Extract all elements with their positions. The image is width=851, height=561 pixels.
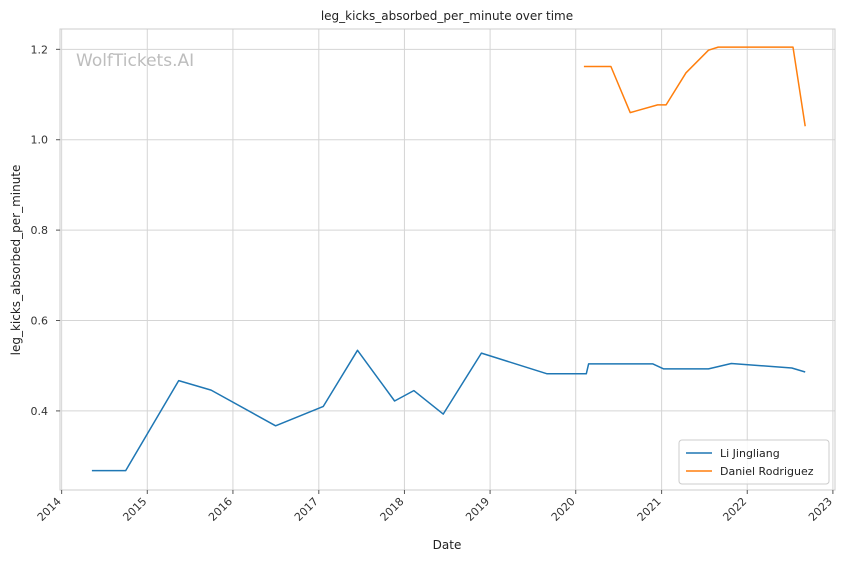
y-axis-ticks: 0.4 0.6 0.8 1.0 1.2 [31, 43, 60, 418]
y-tick-label: 0.8 [31, 224, 49, 237]
legend-label: Li Jingliang [720, 447, 780, 460]
series-line-daniel-rodriguez [583, 46, 806, 127]
legend-label: Daniel Rodriguez [720, 465, 814, 478]
legend: Li Jingliang Daniel Rodriguez [678, 439, 830, 485]
series-line-li-jingliang [91, 349, 806, 472]
y-tick-label: 1.2 [31, 43, 49, 56]
plot-frame [59, 28, 836, 491]
y-tick-label: 0.6 [31, 315, 49, 328]
watermark: WolfTickets.AI [76, 51, 194, 71]
legend-box [678, 439, 830, 485]
y-tick-label: 0.4 [31, 405, 49, 418]
y-axis-title: leg_kicks_absorbed_per_minute [9, 165, 23, 356]
x-axis-title: Date [433, 538, 462, 552]
series-lines [91, 46, 806, 472]
chart-title: leg_kicks_absorbed_per_minute over time [321, 9, 573, 23]
y-tick-label: 1.0 [31, 134, 49, 147]
grid-lines [60, 29, 835, 490]
